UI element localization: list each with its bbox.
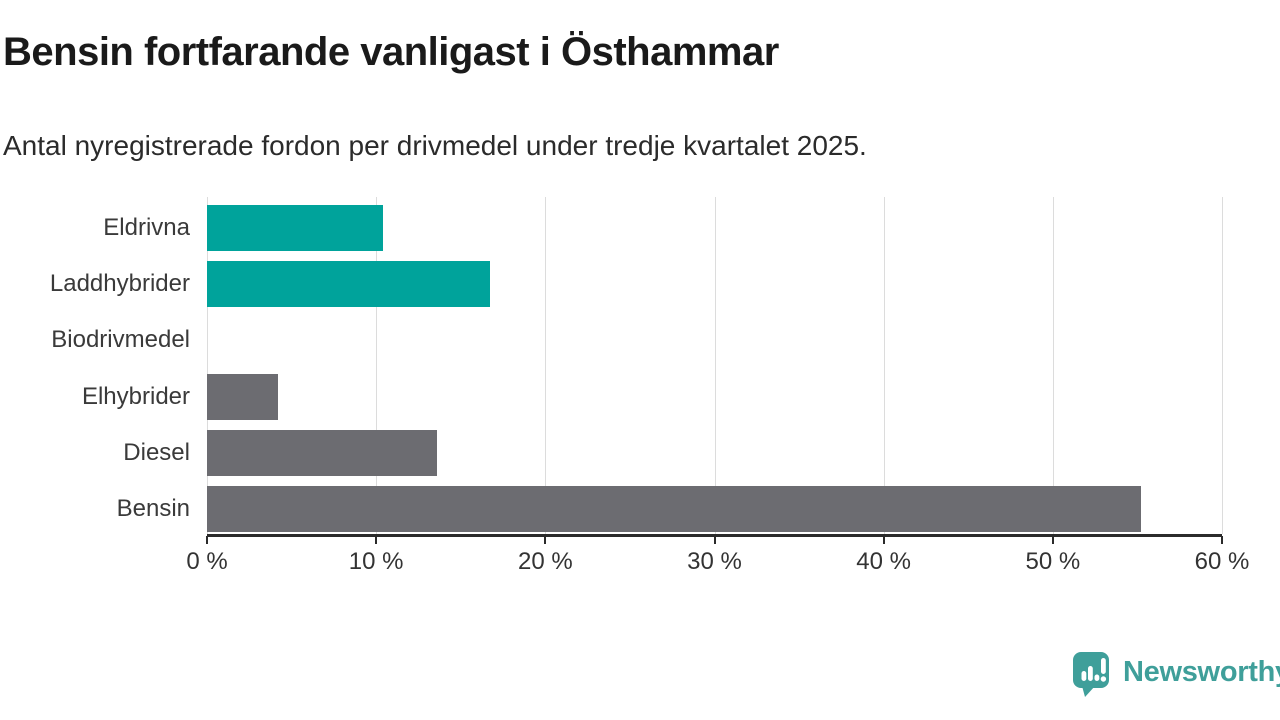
tick-mark-0 xyxy=(206,536,208,544)
tick-mark-20 xyxy=(544,536,547,544)
tick-mark-10 xyxy=(375,536,378,544)
bar-laddhybrider xyxy=(207,261,490,307)
tick-mark-30 xyxy=(713,536,716,544)
category-label-biodrivmedel: Biodrivmedel xyxy=(51,326,190,353)
gridline-10 xyxy=(376,197,378,534)
tick-label-50: 50 % xyxy=(1025,548,1081,575)
tick-label-10: 10 % xyxy=(348,548,404,575)
bar-elhybrider xyxy=(207,374,279,420)
tick-label-0: 0 % xyxy=(186,548,228,575)
category-label-bensin: Bensin xyxy=(116,495,190,522)
tick-label-60: 60 % xyxy=(1194,548,1250,575)
tick-label-30: 30 % xyxy=(687,548,742,575)
newsworthy-logo: Newsworthy xyxy=(1072,652,1280,698)
category-label-diesel: Diesel xyxy=(123,439,190,466)
gridline-40 xyxy=(883,197,885,534)
newsworthy-logo-text: Newsworthy xyxy=(1123,655,1280,688)
tick-mark-60 xyxy=(1221,536,1223,544)
gridline-60 xyxy=(1222,197,1223,534)
bar-chart-plot-area: Eldrivna Laddhybrider Biodrivmedel Elhybrid… xyxy=(50,197,1223,544)
x-axis-line xyxy=(207,534,1222,537)
tick-label-40: 40 % xyxy=(856,548,912,575)
gridline-30 xyxy=(714,197,716,534)
newsworthy-logo-icon xyxy=(1073,652,1109,697)
bar-eldrivna xyxy=(207,205,383,251)
category-label-eldrivna: Eldrivna xyxy=(103,214,190,241)
category-label-laddhybrider: Laddhybrider xyxy=(49,270,190,297)
gridline-20 xyxy=(545,197,547,534)
gridline-0 xyxy=(207,197,208,534)
chart-subtitle: Antal nyregistrerade fordon per drivmede… xyxy=(3,130,867,161)
category-label-elhybrider: Elhybrider xyxy=(81,383,190,410)
bar-bensin xyxy=(207,486,1141,532)
tick-label-20: 20 % xyxy=(517,548,573,575)
gridline-50 xyxy=(1052,197,1054,534)
tick-mark-40 xyxy=(882,536,885,544)
bar-diesel xyxy=(207,430,438,476)
tick-mark-50 xyxy=(1051,536,1054,544)
chart-title: Bensin fortfarande vanligast i Östhammar xyxy=(3,30,779,74)
